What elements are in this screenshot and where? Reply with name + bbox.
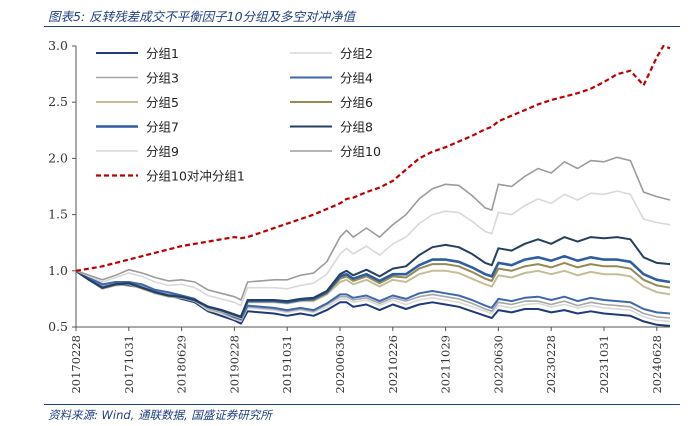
y-tick-label: 1.0 — [48, 263, 68, 278]
legend-label-3: 分组3 — [146, 71, 179, 86]
x-tick-label: 20200630 — [333, 335, 347, 394]
figure-title: 图表5: 反转残差成交不平衡因子10分组及多空对冲净值 — [48, 9, 356, 24]
title-rule — [44, 26, 680, 27]
legend-label-10: 分组10 — [340, 144, 381, 159]
legend-label-6: 分组6 — [340, 95, 373, 110]
y-tick-label: 0.5 — [48, 319, 68, 334]
series-line-6 — [75, 261, 671, 318]
legend-label-9: 分组9 — [146, 144, 179, 159]
y-tick-label: 1.5 — [48, 207, 68, 222]
chart-legend: 分组1 分组2 分组3 分组4 分组5 分组6 分组7 分组8 分组9 分组10 分组10对冲分组1 — [96, 46, 381, 184]
series-line-9 — [75, 190, 671, 307]
x-tick-label: 20210226 — [386, 335, 400, 394]
legend-label-4: 分组4 — [340, 71, 373, 86]
legend-label-5: 分组5 — [146, 95, 179, 110]
chart-series — [75, 44, 671, 327]
x-tick-label: 20191031 — [280, 335, 294, 394]
series-line-8 — [75, 236, 671, 318]
x-tick-label: 20231031 — [597, 335, 611, 394]
y-tick-label: 3.0 — [48, 38, 68, 53]
x-tick-label: 20240628 — [650, 335, 664, 394]
series-line-11 — [75, 44, 671, 272]
x-tick-label: 20171031 — [122, 335, 136, 394]
chart-axes: 0.5 1.0 1.5 2.0 2.5 3.0 20170228 20171031 201806… — [48, 38, 670, 394]
series-line-1 — [75, 269, 671, 327]
y-tick-label: 2.5 — [48, 94, 68, 109]
x-tick-label: 20220630 — [491, 335, 505, 394]
legend-label-7: 分组7 — [146, 120, 179, 135]
y-tick-label: 2.0 — [48, 150, 68, 165]
legend-label-11: 分组10对冲分组1 — [146, 169, 245, 184]
x-tick-label: 20180629 — [175, 335, 189, 394]
x-tick-label: 20211029 — [439, 335, 453, 394]
legend-label-8: 分组8 — [340, 120, 373, 135]
source-note: 资料来源: Wind, 通联数据, 国盛证券研究所 — [48, 408, 272, 422]
source-rule — [44, 404, 680, 405]
legend-label-1: 分组1 — [146, 46, 179, 61]
x-tick-label: 20190228 — [227, 335, 241, 394]
series-line-10 — [75, 156, 671, 301]
legend-label-2: 分组2 — [340, 46, 373, 61]
x-tick-label: 20230228 — [544, 335, 558, 394]
x-tick-label: 20170228 — [69, 335, 83, 394]
